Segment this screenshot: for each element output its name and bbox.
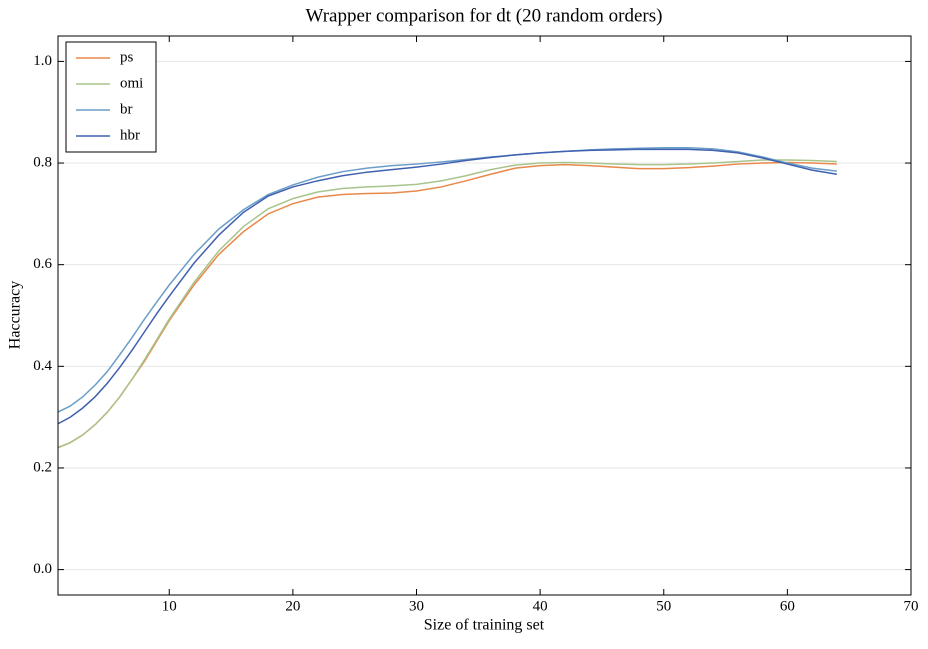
line-series — [57, 148, 837, 425]
legend-label: hbr — [120, 127, 140, 143]
legend-label: omi — [120, 75, 143, 91]
line-series — [57, 161, 837, 449]
x-axis-label: Size of training set — [424, 617, 545, 634]
plot-frame — [57, 35, 912, 596]
x-tick-label: 40 — [533, 598, 548, 614]
chart-title: Wrapper comparison for dt (20 random ord… — [306, 5, 663, 26]
x-tick-label: 20 — [285, 598, 300, 614]
y-tick-label: 0.4 — [33, 358, 52, 374]
y-tick-label: 0.6 — [33, 256, 52, 272]
line-series — [57, 159, 837, 449]
y-axis-label: Haccuracy — [7, 281, 24, 349]
x-tick-label: 50 — [656, 598, 671, 614]
legend-label: ps — [120, 49, 134, 65]
y-tick-label: 0.2 — [33, 459, 52, 475]
y-tick-label: 1.0 — [33, 53, 52, 69]
y-tick-label: 0.8 — [33, 154, 52, 170]
legend-box — [65, 41, 157, 153]
y-tick-label: 0.0 — [33, 561, 52, 577]
x-tick-label: 60 — [780, 598, 795, 614]
line-series — [57, 147, 837, 413]
x-tick-label: 10 — [162, 598, 177, 614]
x-tick-label: 70 — [904, 598, 919, 614]
legend-label: br — [120, 101, 133, 117]
x-tick-label: 30 — [409, 598, 424, 614]
